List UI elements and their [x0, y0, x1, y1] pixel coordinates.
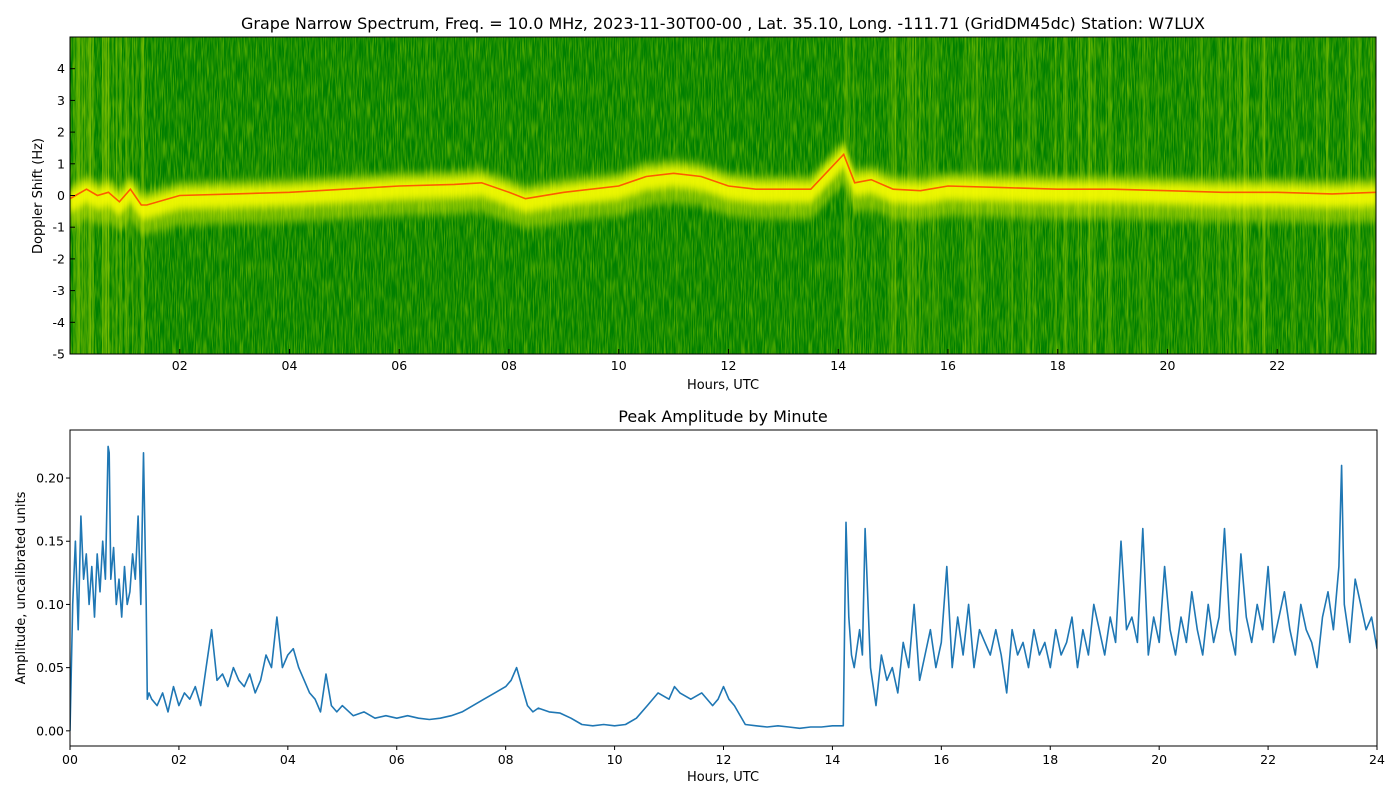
- spectrogram-x-ticks: 02 04 06 08 10 12 14 16 18 20 22: [172, 349, 1285, 373]
- spectrogram-title: Grape Narrow Spectrum, Freq. = 10.0 MHz,…: [241, 14, 1205, 33]
- y-tick-label: 2: [57, 125, 65, 140]
- spectrogram-y-ticks: 4 3 2 1 0 -1 -2 -3 -4 -5: [53, 61, 75, 362]
- x-tick-label: 24: [1369, 752, 1385, 767]
- x-tick-label: 20: [1151, 752, 1167, 767]
- x-tick-label: 04: [280, 752, 296, 767]
- amplitude-x-label: Hours, UTC: [687, 770, 759, 785]
- energy-core: [70, 147, 1376, 219]
- y-tick-label: 0.20: [36, 471, 64, 486]
- x-tick-label: 02: [172, 358, 188, 373]
- striation: [845, 37, 848, 354]
- x-tick-label: 22: [1269, 358, 1285, 373]
- amplitude-x-ticks: 00 02 04 06 08 10 12 14 16 18 20 22 24: [62, 746, 1385, 767]
- spectrogram-panel: Grape Narrow Spectrum, Freq. = 10.0 MHz,…: [31, 14, 1377, 393]
- x-tick-label: 16: [940, 358, 956, 373]
- spectrogram-x-label: Hours, UTC: [687, 378, 759, 393]
- x-tick-label: 10: [607, 752, 623, 767]
- amplitude-plot-area: [70, 430, 1377, 746]
- y-tick-label: 0.10: [36, 597, 64, 612]
- x-tick-label: 20: [1160, 358, 1176, 373]
- x-tick-label: 10: [611, 358, 627, 373]
- y-tick-label: 3: [57, 93, 65, 108]
- y-tick-label: 0.15: [36, 534, 64, 549]
- x-tick-label: 14: [824, 752, 840, 767]
- y-tick-label: 0.00: [36, 723, 64, 738]
- x-tick-label: 22: [1260, 752, 1276, 767]
- doppler-energy: [70, 140, 1376, 235]
- x-tick-label: 12: [716, 752, 732, 767]
- striation: [845, 37, 847, 354]
- y-tick-label: 0.05: [36, 660, 64, 675]
- x-tick-label: 04: [282, 358, 298, 373]
- amplitude-panel: Peak Amplitude by Minute 00 02 04 06 08 10 12 1…: [14, 407, 1385, 785]
- y-tick-label: 0: [57, 188, 65, 203]
- x-tick-label: 02: [171, 752, 187, 767]
- striation: [845, 37, 848, 354]
- x-tick-label: 06: [391, 358, 407, 373]
- amplitude-series-line: [70, 445, 1377, 731]
- x-tick-label: 18: [1042, 752, 1058, 767]
- x-tick-label: 14: [830, 358, 846, 373]
- x-tick-label: 06: [389, 752, 405, 767]
- y-tick-label: -2: [53, 251, 65, 266]
- x-tick-label: 08: [498, 752, 514, 767]
- spectrogram-y-label: Doppler Shift (Hz): [31, 138, 46, 254]
- doppler-peak-trace: [70, 152, 1376, 206]
- amplitude-y-ticks: 0.00 0.05 0.10 0.15 0.20: [36, 471, 70, 738]
- y-tick-label: -5: [53, 347, 65, 362]
- amplitude-title: Peak Amplitude by Minute: [618, 407, 828, 426]
- y-tick-label: -4: [53, 315, 66, 330]
- y-tick-label: -1: [53, 220, 65, 235]
- x-tick-label: 16: [933, 752, 949, 767]
- x-tick-label: 12: [721, 358, 737, 373]
- striation: [843, 37, 846, 354]
- x-tick-label: 08: [501, 358, 517, 373]
- x-tick-label: 00: [62, 752, 78, 767]
- y-tick-label: -3: [53, 283, 65, 298]
- x-tick-label: 18: [1050, 358, 1066, 373]
- y-tick-label: 1: [57, 156, 65, 171]
- amplitude-y-label: Amplitude, uncalibrated units: [14, 491, 29, 684]
- y-tick-label: 4: [57, 61, 65, 76]
